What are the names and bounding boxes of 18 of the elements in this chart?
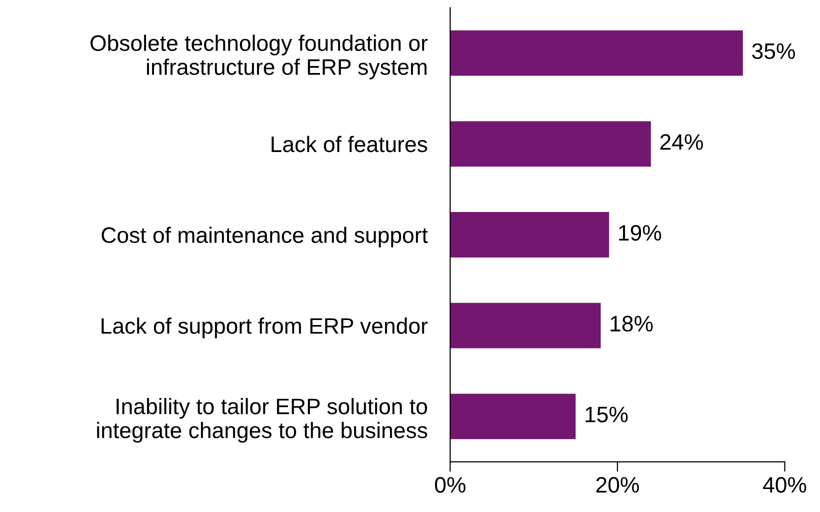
bar xyxy=(450,30,743,76)
y-tick-label: Obsolete technology foundation or infrastructure of ERP system xyxy=(90,34,428,80)
data-label: 18% xyxy=(610,316,653,332)
data-label: 24% xyxy=(660,134,703,150)
y-tick-label: Cost of maintenance and support xyxy=(102,226,428,248)
x-tick-label: 40% xyxy=(763,476,806,493)
y-tick-label: Inability to tailor ERP solution to integrate changes to the business xyxy=(97,398,428,443)
data-label: 15% xyxy=(586,406,628,422)
data-label: 19% xyxy=(619,224,662,241)
x-tick-label: 20% xyxy=(596,476,639,493)
bar xyxy=(450,212,610,258)
bar xyxy=(450,302,601,348)
y-tick-label: Lack of support from ERP vendor xyxy=(102,318,428,338)
y-tick-label: Lack of features xyxy=(272,136,428,152)
bar xyxy=(450,394,576,440)
data-label: 35% xyxy=(752,43,795,60)
bar xyxy=(450,121,651,167)
x-tick-label: 0% xyxy=(434,476,466,493)
